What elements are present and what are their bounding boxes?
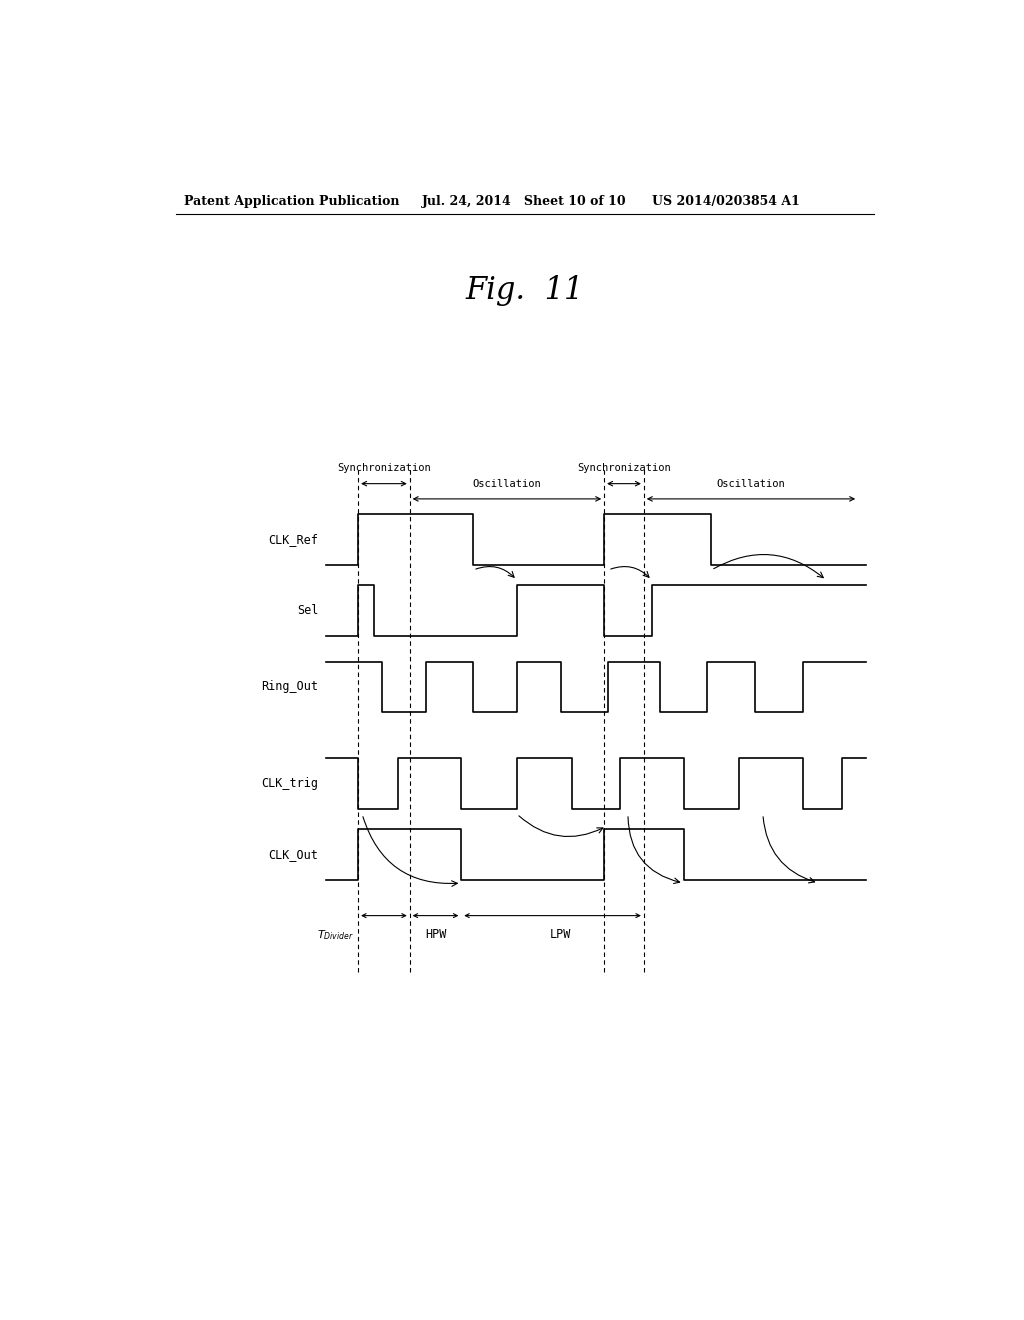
Text: Patent Application Publication: Patent Application Publication	[183, 194, 399, 207]
Text: CLK_Ref: CLK_Ref	[268, 533, 318, 546]
Text: LPW: LPW	[550, 928, 571, 941]
Text: Fig.  11: Fig. 11	[466, 275, 584, 306]
Text: Oscillation: Oscillation	[472, 479, 542, 488]
Text: Ring_Out: Ring_Out	[261, 680, 318, 693]
Text: Sel: Sel	[297, 605, 318, 618]
Text: HPW: HPW	[425, 928, 446, 941]
Text: Jul. 24, 2014   Sheet 10 of 10: Jul. 24, 2014 Sheet 10 of 10	[422, 194, 627, 207]
Text: US 2014/0203854 A1: US 2014/0203854 A1	[652, 194, 800, 207]
Text: CLK_Out: CLK_Out	[268, 849, 318, 861]
Text: Synchronization: Synchronization	[337, 463, 431, 474]
Text: $T_{Divider}$: $T_{Divider}$	[317, 928, 354, 941]
Text: Synchronization: Synchronization	[578, 463, 671, 474]
Text: Oscillation: Oscillation	[717, 479, 785, 488]
Text: CLK_trig: CLK_trig	[261, 777, 318, 789]
